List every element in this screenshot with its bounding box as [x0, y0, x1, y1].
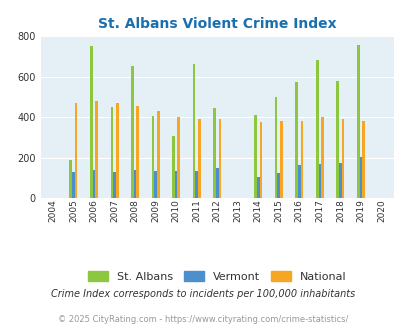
Bar — [115, 103, 118, 198]
Bar — [151, 116, 154, 198]
Bar — [254, 115, 256, 198]
Bar — [356, 46, 359, 198]
Bar — [131, 66, 133, 198]
Bar — [297, 165, 300, 198]
Bar — [338, 163, 341, 198]
Bar — [90, 47, 92, 198]
Text: © 2025 CityRating.com - https://www.cityrating.com/crime-statistics/: © 2025 CityRating.com - https://www.city… — [58, 315, 347, 324]
Bar — [359, 156, 361, 198]
Bar — [75, 103, 77, 198]
Title: St. Albans Violent Crime Index: St. Albans Violent Crime Index — [98, 17, 336, 31]
Bar — [279, 120, 282, 198]
Bar — [336, 81, 338, 198]
Bar — [315, 59, 318, 198]
Bar — [92, 170, 95, 198]
Bar — [95, 101, 98, 198]
Bar — [157, 111, 159, 198]
Text: Crime Index corresponds to incidents per 100,000 inhabitants: Crime Index corresponds to incidents per… — [51, 289, 354, 299]
Bar — [172, 136, 175, 198]
Bar — [154, 171, 157, 198]
Bar — [69, 160, 72, 198]
Bar — [133, 170, 136, 198]
Bar — [192, 64, 195, 198]
Bar — [177, 117, 180, 198]
Bar — [198, 119, 200, 198]
Bar — [259, 121, 262, 198]
Bar — [195, 171, 198, 198]
Bar — [294, 82, 297, 198]
Bar — [277, 173, 279, 198]
Bar — [361, 120, 364, 198]
Bar — [320, 117, 323, 198]
Bar — [110, 107, 113, 198]
Bar — [318, 164, 320, 198]
Bar — [218, 119, 221, 198]
Bar — [72, 172, 75, 198]
Bar — [213, 108, 215, 198]
Legend: St. Albans, Vermont, National: St. Albans, Vermont, National — [83, 267, 350, 286]
Bar — [274, 97, 277, 198]
Bar — [175, 171, 177, 198]
Bar — [341, 119, 343, 198]
Bar — [256, 177, 259, 198]
Bar — [300, 120, 303, 198]
Bar — [215, 168, 218, 198]
Bar — [113, 172, 115, 198]
Bar — [136, 106, 139, 198]
